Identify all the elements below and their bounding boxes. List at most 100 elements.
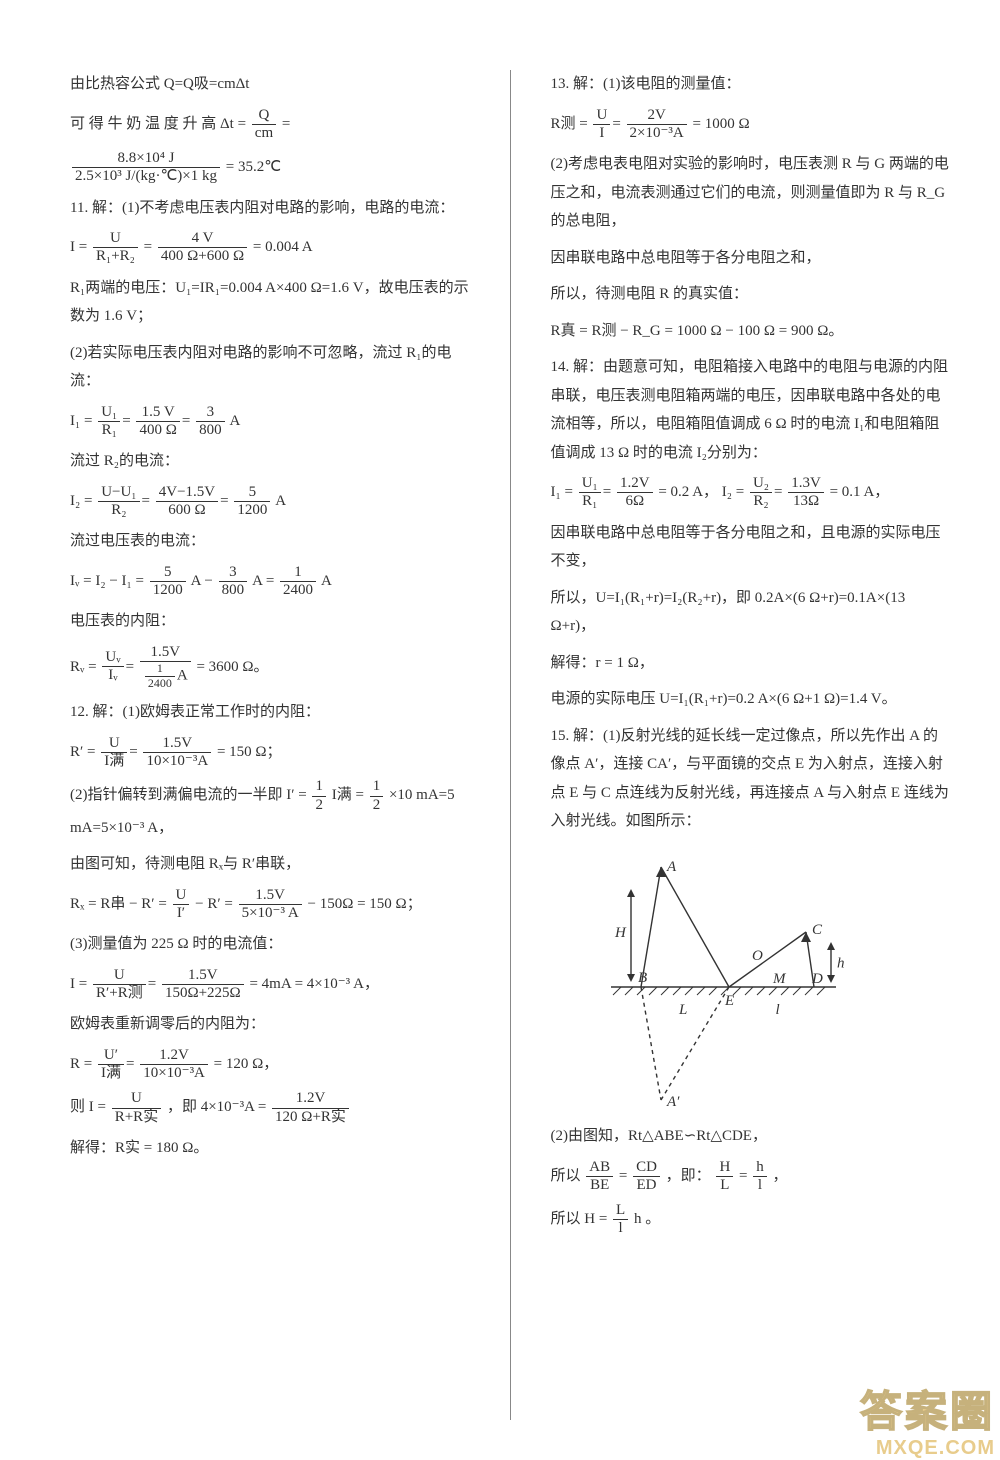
text: ，	[773, 1168, 788, 1184]
fraction: H L	[716, 1159, 733, 1195]
fraction: U′ I满	[98, 1047, 124, 1083]
text-line: R测 = U I = 2V 2×10⁻³A = 1000 Ω	[551, 107, 951, 143]
text: 可 得 牛 奶 温 度 升 高 Δt =	[70, 116, 250, 132]
denominator: 1200	[234, 502, 270, 519]
text-line: (2)由图知，Rt△ABE∽Rt△CDE，	[551, 1122, 951, 1151]
fraction: 1.5V 150Ω+225Ω	[162, 967, 244, 1003]
text-line: Iᵥ = I₂ − I₁ = 5 1200 A − 3 800 A = 1 24…	[70, 564, 470, 600]
fraction: 2V 2×10⁻³A	[627, 107, 687, 143]
text-line: (2)指针偏转到满偏电流的一半即 I′ = 1 2 I满 = 1 2 ×10 m…	[70, 778, 470, 842]
svg-text:H: H	[614, 925, 627, 941]
numerator: Uᵥ	[102, 649, 123, 667]
text-line: Rᵥ = Uᵥ Iᵥ = 1.5V 1 2400 A = 3600 Ω。	[70, 644, 470, 691]
denominator: L	[716, 1177, 733, 1194]
text: =	[282, 116, 290, 132]
text-line: 所以 H = L l h 。	[551, 1202, 951, 1238]
text-line: Rₓ = R串 − R′ = U I′ − R′ = 1.5V 5×10⁻³ A…	[70, 887, 470, 923]
fraction: CD ED	[633, 1159, 660, 1195]
text: = 0.004 A	[253, 239, 313, 255]
text: R′ =	[70, 744, 99, 760]
fraction: 3 800	[196, 404, 225, 440]
fraction: U I′	[173, 887, 190, 923]
svg-text:M: M	[772, 971, 787, 987]
fraction: U₁ R₁	[98, 404, 120, 440]
numerator: 1.5V	[239, 887, 302, 905]
numerator: 4 V	[158, 230, 247, 248]
text: R =	[70, 1056, 96, 1072]
denominator: R₁+R₂	[93, 248, 138, 265]
fraction: 1.2V 6Ω	[617, 475, 653, 511]
fraction: AB BE	[586, 1159, 613, 1195]
text: = 120 Ω，	[214, 1056, 279, 1072]
text: I₂ =	[722, 484, 748, 500]
text: = 1000 Ω	[693, 116, 750, 132]
column-left: 由比热容公式 Q=Q吸=cmΔt 可 得 牛 奶 温 度 升 高 Δt = Q …	[70, 70, 470, 1420]
numerator: h	[753, 1159, 767, 1177]
text: I满 =	[332, 788, 368, 804]
svg-text:L: L	[678, 1002, 687, 1018]
numerator: 1	[312, 778, 326, 796]
denominator: Iᵥ	[102, 667, 123, 684]
text: = 3600 Ω。	[196, 658, 268, 674]
text: − R′ =	[195, 896, 236, 912]
fraction: h l	[753, 1159, 767, 1195]
denominator: cm	[252, 125, 276, 142]
text-line: 由比热容公式 Q=Q吸=cmΔt	[70, 70, 470, 99]
text-line: (2)若实际电压表内阻对电路的影响不可忽略，流过 R₁的电流：	[70, 339, 470, 396]
text: h 。	[634, 1211, 660, 1227]
denominator: 150Ω+225Ω	[162, 985, 244, 1002]
fraction: 1 2400	[280, 564, 316, 600]
text: = 0.2 A，	[658, 484, 718, 500]
denominator: 1200	[150, 582, 186, 599]
text: 则 I =	[70, 1100, 110, 1116]
denominator: I′	[173, 905, 190, 922]
svg-text:l: l	[775, 1002, 779, 1018]
denominator: I满	[98, 1065, 124, 1082]
svg-text:E: E	[724, 993, 734, 1009]
denominator: l	[753, 1177, 767, 1194]
column-divider	[510, 70, 511, 1420]
fraction: 5 1200	[150, 564, 186, 600]
text-line: 流过 R₂的电流：	[70, 447, 470, 476]
numerator: 3	[196, 404, 225, 422]
svg-text:D: D	[811, 971, 823, 987]
denominator: 10×10⁻³A	[140, 1065, 208, 1082]
numerator: 1.5V	[140, 644, 191, 662]
denominator: R₁	[98, 422, 120, 439]
text: − 150Ω = 150 Ω；	[307, 896, 421, 912]
text: A	[230, 413, 241, 429]
numerator: U	[593, 107, 610, 125]
denominator: 600 Ω	[156, 502, 218, 519]
fraction: L l	[613, 1202, 628, 1238]
numerator: 1.3V	[788, 475, 824, 493]
fraction: 1.5V 5×10⁻³ A	[239, 887, 302, 923]
text-line: 流过电压表的电流：	[70, 527, 470, 556]
fraction: 1.5V 10×10⁻³A	[143, 735, 211, 771]
numerator: 1	[280, 564, 316, 582]
denominator: 800	[196, 422, 225, 439]
denominator: 6Ω	[617, 493, 653, 510]
fraction: U−U₁ R₂	[98, 484, 139, 520]
text-line: 因串联电路中总电阻等于各分电阻之和，	[551, 244, 951, 273]
text-line: I₁ = U₁ R₁ = 1.5 V 400 Ω = 3 800 A	[70, 404, 470, 440]
text-line: 则 I = U R+R实 ，即 4×10⁻³A = 1.2V 120 Ω+R实	[70, 1090, 470, 1126]
text-line: I = U R′+R测 = 1.5V 150Ω+225Ω = 4mA = 4×1…	[70, 967, 470, 1003]
text-line: 所以 AB BE = CD ED ，即： H L = h l ，	[551, 1159, 951, 1195]
numerator: 5	[150, 564, 186, 582]
text-line: R₁两端的电压：U₁=IR₁=0.004 A×400 Ω=1.6 V，故电压表的…	[70, 274, 470, 331]
text: I₁ =	[70, 413, 96, 429]
fraction: 3 800	[219, 564, 248, 600]
fraction: Uᵥ Iᵥ	[102, 649, 123, 685]
denominator: R₂	[750, 493, 772, 510]
fraction: U I	[593, 107, 610, 143]
numerator: H	[716, 1159, 733, 1177]
text: = 150 Ω；	[217, 744, 282, 760]
numerator: 1.2V	[272, 1090, 349, 1108]
text-line: 解得：R实 = 180 Ω。	[70, 1134, 470, 1163]
numerator: U−U₁	[98, 484, 139, 502]
fraction: 5 1200	[234, 484, 270, 520]
text: A	[275, 493, 286, 509]
denominator: 120 Ω+R实	[272, 1109, 349, 1126]
text-line: 8.8×10⁴ J 2.5×10³ J/(kg·℃)×1 kg = 35.2℃	[70, 150, 470, 186]
text-line: 解得：r = 1 Ω，	[551, 649, 951, 678]
